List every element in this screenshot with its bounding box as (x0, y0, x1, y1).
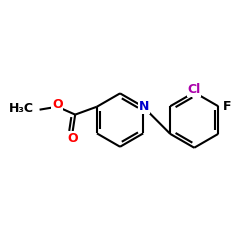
Text: F: F (223, 100, 232, 113)
Text: Cl: Cl (188, 83, 201, 96)
Text: O: O (67, 132, 78, 145)
Text: O: O (52, 98, 63, 111)
Text: N: N (139, 100, 149, 113)
Text: H₃C: H₃C (9, 102, 34, 115)
